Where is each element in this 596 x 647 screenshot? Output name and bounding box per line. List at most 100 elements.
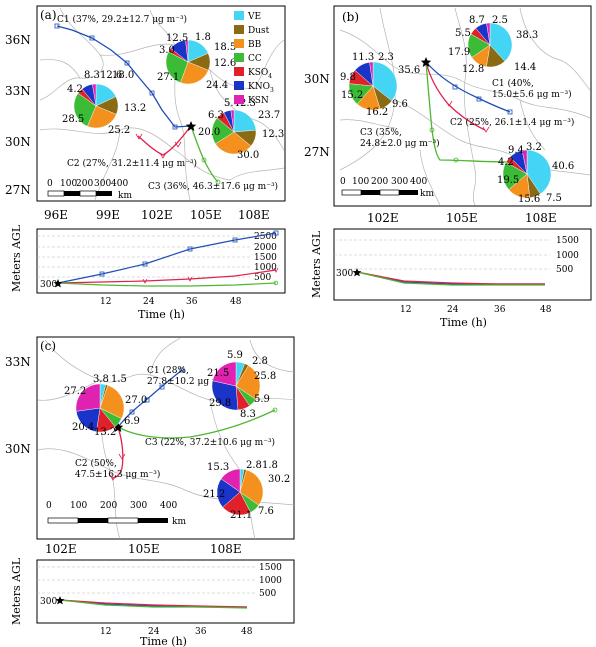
panel-a-pie3-label: 23.7	[258, 110, 280, 121]
panel-a-lon-tick: 96E	[44, 208, 68, 222]
panel-a-lat-tick: 36N	[5, 33, 31, 47]
svg-text:15.6: 15.6	[518, 194, 540, 205]
legend-swatch-kno3	[234, 81, 244, 90]
pie-slice	[180, 61, 209, 85]
svg-text:40.6: 40.6	[552, 161, 574, 172]
svg-text:200: 200	[371, 177, 388, 187]
svg-text:21.5: 21.5	[207, 368, 229, 379]
svg-text:400: 400	[410, 177, 427, 187]
panel-c-c2-label: C2 (50%, 47.5±16.3 μg m⁻³)	[75, 458, 160, 480]
pie-slice	[233, 109, 257, 133]
svg-text:15.3: 15.3	[207, 462, 229, 473]
legend-swatch-kso4	[234, 67, 244, 76]
svg-text:16.2: 16.2	[366, 107, 388, 118]
panel-c-pie-c3	[216, 468, 264, 516]
svg-text:3.2: 3.2	[526, 142, 542, 153]
panel-a-pie1-label: 8.3	[84, 70, 100, 81]
panel-a-tag: (a)	[40, 8, 57, 22]
panel-a-receptor-star-icon	[185, 121, 197, 131]
panel-a-pie-c3	[211, 109, 257, 155]
pie-slice	[489, 22, 513, 62]
svg-text:Meters AGL: Meters AGL	[10, 557, 23, 625]
svg-text:100: 100	[60, 179, 77, 189]
svg-text:35.6: 35.6	[398, 65, 420, 76]
svg-text:17.9: 17.9	[448, 47, 470, 58]
panel-a-pie1-label: 13.2	[124, 103, 146, 114]
svg-text:0: 0	[340, 177, 346, 187]
svg-text:105E: 105E	[128, 542, 160, 556]
svg-text:108E: 108E	[525, 211, 557, 225]
svg-text:48: 48	[241, 627, 253, 637]
legend-swatch-ksn	[234, 95, 244, 104]
svg-text:4.2: 4.2	[498, 157, 514, 168]
svg-text:300: 300	[336, 269, 353, 279]
panel-a-lat-tick: 27N	[5, 183, 31, 197]
legend-swatch-cc	[234, 53, 244, 62]
panel-a-c1-height-line	[57, 232, 277, 284]
svg-text:24: 24	[447, 305, 459, 315]
svg-text:30N: 30N	[304, 72, 330, 86]
pie-slice	[526, 149, 552, 195]
panel-b-c3-trajectory	[425, 61, 511, 163]
svg-text:1500: 1500	[556, 236, 579, 246]
pie-slice	[87, 105, 117, 129]
panel-a-lon-tick: 99E	[96, 208, 120, 222]
panel-b-pie-c2	[502, 149, 552, 199]
pie-slice	[486, 22, 491, 46]
svg-text:300: 300	[40, 280, 57, 290]
svg-text:11.3: 11.3	[352, 52, 374, 63]
panel-a-c1-markers	[54, 23, 178, 130]
legend-label-ve: VE	[247, 12, 261, 22]
panel-a-pie-c2	[165, 39, 211, 85]
svg-text:1000: 1000	[254, 263, 277, 273]
pie-slice	[235, 365, 261, 400]
panel-b-pie-c1	[467, 22, 513, 68]
panel-c-height-frame	[36, 559, 295, 624]
pie-slice	[521, 149, 528, 175]
panel-a-c2-height-line	[57, 269, 277, 284]
svg-text:7.5: 7.5	[546, 193, 562, 204]
svg-text:102E: 102E	[45, 542, 77, 556]
panel-c: (c) C1 (28%, 27.8±10.2 μg m⁻³) C3 (22%, 3…	[5, 336, 295, 647]
svg-text:500: 500	[556, 265, 573, 275]
panel-a-pie3-label: 5.4	[224, 98, 240, 109]
svg-text:13.2: 13.2	[94, 427, 116, 438]
svg-text:300: 300	[130, 501, 147, 511]
panel-c-pie-c1	[211, 361, 261, 411]
panel-a-pie2-label: 27.1	[157, 72, 179, 83]
panel-c-scale-bar: 0 100 200 300 400 km	[46, 501, 186, 527]
svg-text:km: km	[420, 189, 434, 199]
svg-text:0: 0	[46, 501, 52, 511]
panel-c-tag: (c)	[40, 339, 56, 353]
panel-b-c2-label: C2 (25%, 26.1±1.4 μg m⁻³)	[450, 117, 574, 128]
svg-text:36: 36	[186, 297, 198, 307]
legend-label-kso4: KSO4	[248, 68, 272, 80]
svg-text:12: 12	[100, 297, 111, 307]
panel-a-pie1-label: 25.2	[108, 125, 130, 136]
panel-c-c3-trajectory	[117, 409, 276, 439]
panel-b-scale-bar: 0 100 200 300 400 km	[340, 177, 434, 199]
svg-text:108E: 108E	[210, 542, 242, 556]
svg-text:1.8: 1.8	[262, 460, 278, 471]
panel-a-lon-tick: 108E	[238, 208, 270, 222]
panel-b-c1-label: C1 (40%, 15.0±5.6 μg m⁻³)	[492, 78, 572, 100]
svg-text:9.4: 9.4	[508, 145, 524, 156]
legend-swatch-bb	[234, 39, 244, 48]
panel-a-pie2-label: 18.5	[214, 42, 236, 53]
svg-text:400: 400	[160, 501, 177, 511]
svg-text:30.2: 30.2	[268, 474, 290, 485]
panel-b: (b) C1 (40%, 15.0±5.6 μg m⁻³) C2 (25%, 26…	[304, 5, 592, 329]
svg-text:24: 24	[148, 627, 160, 637]
panel-a-height-start-star-icon	[53, 279, 63, 288]
pie-slice	[75, 383, 101, 412]
svg-text:300: 300	[94, 179, 111, 189]
panel-a-pie2-label: 1.8	[195, 32, 211, 43]
svg-text:1000: 1000	[556, 251, 579, 261]
svg-text:29.8: 29.8	[209, 398, 231, 409]
panel-c-receptor-star-icon	[112, 422, 124, 432]
svg-text:12: 12	[400, 305, 411, 315]
svg-text:9.8: 9.8	[340, 72, 356, 83]
svg-text:14.4: 14.4	[514, 62, 536, 73]
svg-text:5.9: 5.9	[254, 394, 270, 405]
pie-slice	[372, 61, 398, 102]
